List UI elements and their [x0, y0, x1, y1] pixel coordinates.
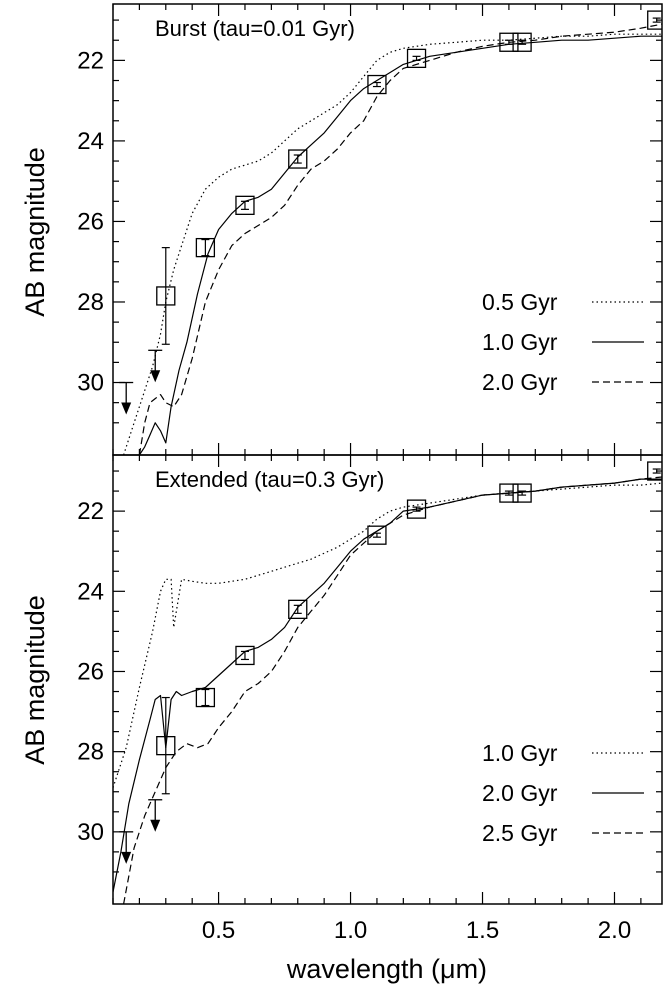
obs-point — [288, 599, 308, 619]
y-tick-label: 30 — [77, 819, 104, 846]
upper-limit-arrow — [121, 402, 132, 415]
x-tick-label: 2.0 — [598, 917, 631, 944]
panel-title: Burst (tau=0.01 Gyr) — [155, 16, 355, 41]
y-tick-label: 24 — [77, 578, 104, 605]
y-tick-label: 24 — [77, 128, 104, 155]
legend-label-0: 1.0 Gyr — [482, 740, 558, 766]
y-axis-title-top: AB magnitude — [20, 147, 50, 317]
series-line-2 — [123, 476, 662, 904]
y-tick-label: 30 — [77, 370, 104, 397]
obs-point — [647, 10, 662, 30]
obs-point — [235, 645, 255, 666]
series-line-2 — [138, 23, 662, 455]
obs-point — [406, 48, 427, 69]
obs-point — [512, 483, 532, 503]
obs-point — [156, 735, 176, 756]
y-tick-label: 22 — [77, 47, 104, 74]
series-group — [123, 10, 662, 455]
obs-point — [156, 286, 176, 306]
upper-limit-arrow — [150, 370, 161, 383]
series-line-0 — [123, 33, 662, 455]
y-tick-label: 28 — [77, 289, 104, 316]
obs-point — [647, 461, 662, 481]
legend-label-1: 1.0 Gyr — [482, 329, 558, 355]
x-tick-label: 1.5 — [466, 917, 499, 944]
legend-label-0: 0.5 Gyr — [482, 289, 558, 315]
series-line-1 — [138, 35, 662, 455]
series-group — [113, 461, 662, 904]
legend-label-2: 2.5 Gyr — [482, 820, 558, 846]
upper-limit-arrow — [121, 851, 132, 864]
obs-point — [499, 483, 519, 503]
upper-limit-arrow — [150, 819, 161, 832]
legend-label-2: 2.0 Gyr — [482, 369, 558, 395]
obs-point — [288, 149, 308, 169]
obs-point — [195, 687, 216, 708]
obs-point — [367, 525, 387, 545]
series-line-0 — [113, 482, 662, 788]
legend-label-1: 2.0 Gyr — [482, 780, 558, 806]
obs-point — [235, 195, 255, 215]
obs-point — [367, 74, 387, 95]
y-axis-title-bottom: AB magnitude — [20, 595, 50, 765]
plot-frame — [112, 454, 663, 905]
y-tick-label: 26 — [77, 658, 104, 685]
obs-point — [512, 32, 532, 52]
x-axis-title: wavelength (μm) — [286, 954, 487, 984]
panel-title: Extended (tau=0.3 Gyr) — [155, 467, 384, 492]
series-line-1 — [113, 478, 662, 893]
panel-burst: 22 24 26 28 30 Burst (tau=0.01 Gyr) 0.5 Gyr 1.0… — [77, 3, 663, 456]
panel-extended: 22 24 26 28 30 0.5 1.0 1.5 2.0 Extended (tau=0.3 … — [77, 454, 663, 944]
y-tick-label: 22 — [77, 498, 104, 525]
obs-point — [406, 499, 427, 519]
y-tick-label: 28 — [77, 739, 104, 766]
x-tick-label: 1.0 — [334, 917, 367, 944]
x-tick-label: 0.5 — [202, 917, 235, 944]
obs-point — [499, 32, 519, 52]
obs-point — [195, 237, 216, 258]
y-tick-label: 26 — [77, 208, 104, 235]
plot-frame — [112, 3, 663, 456]
